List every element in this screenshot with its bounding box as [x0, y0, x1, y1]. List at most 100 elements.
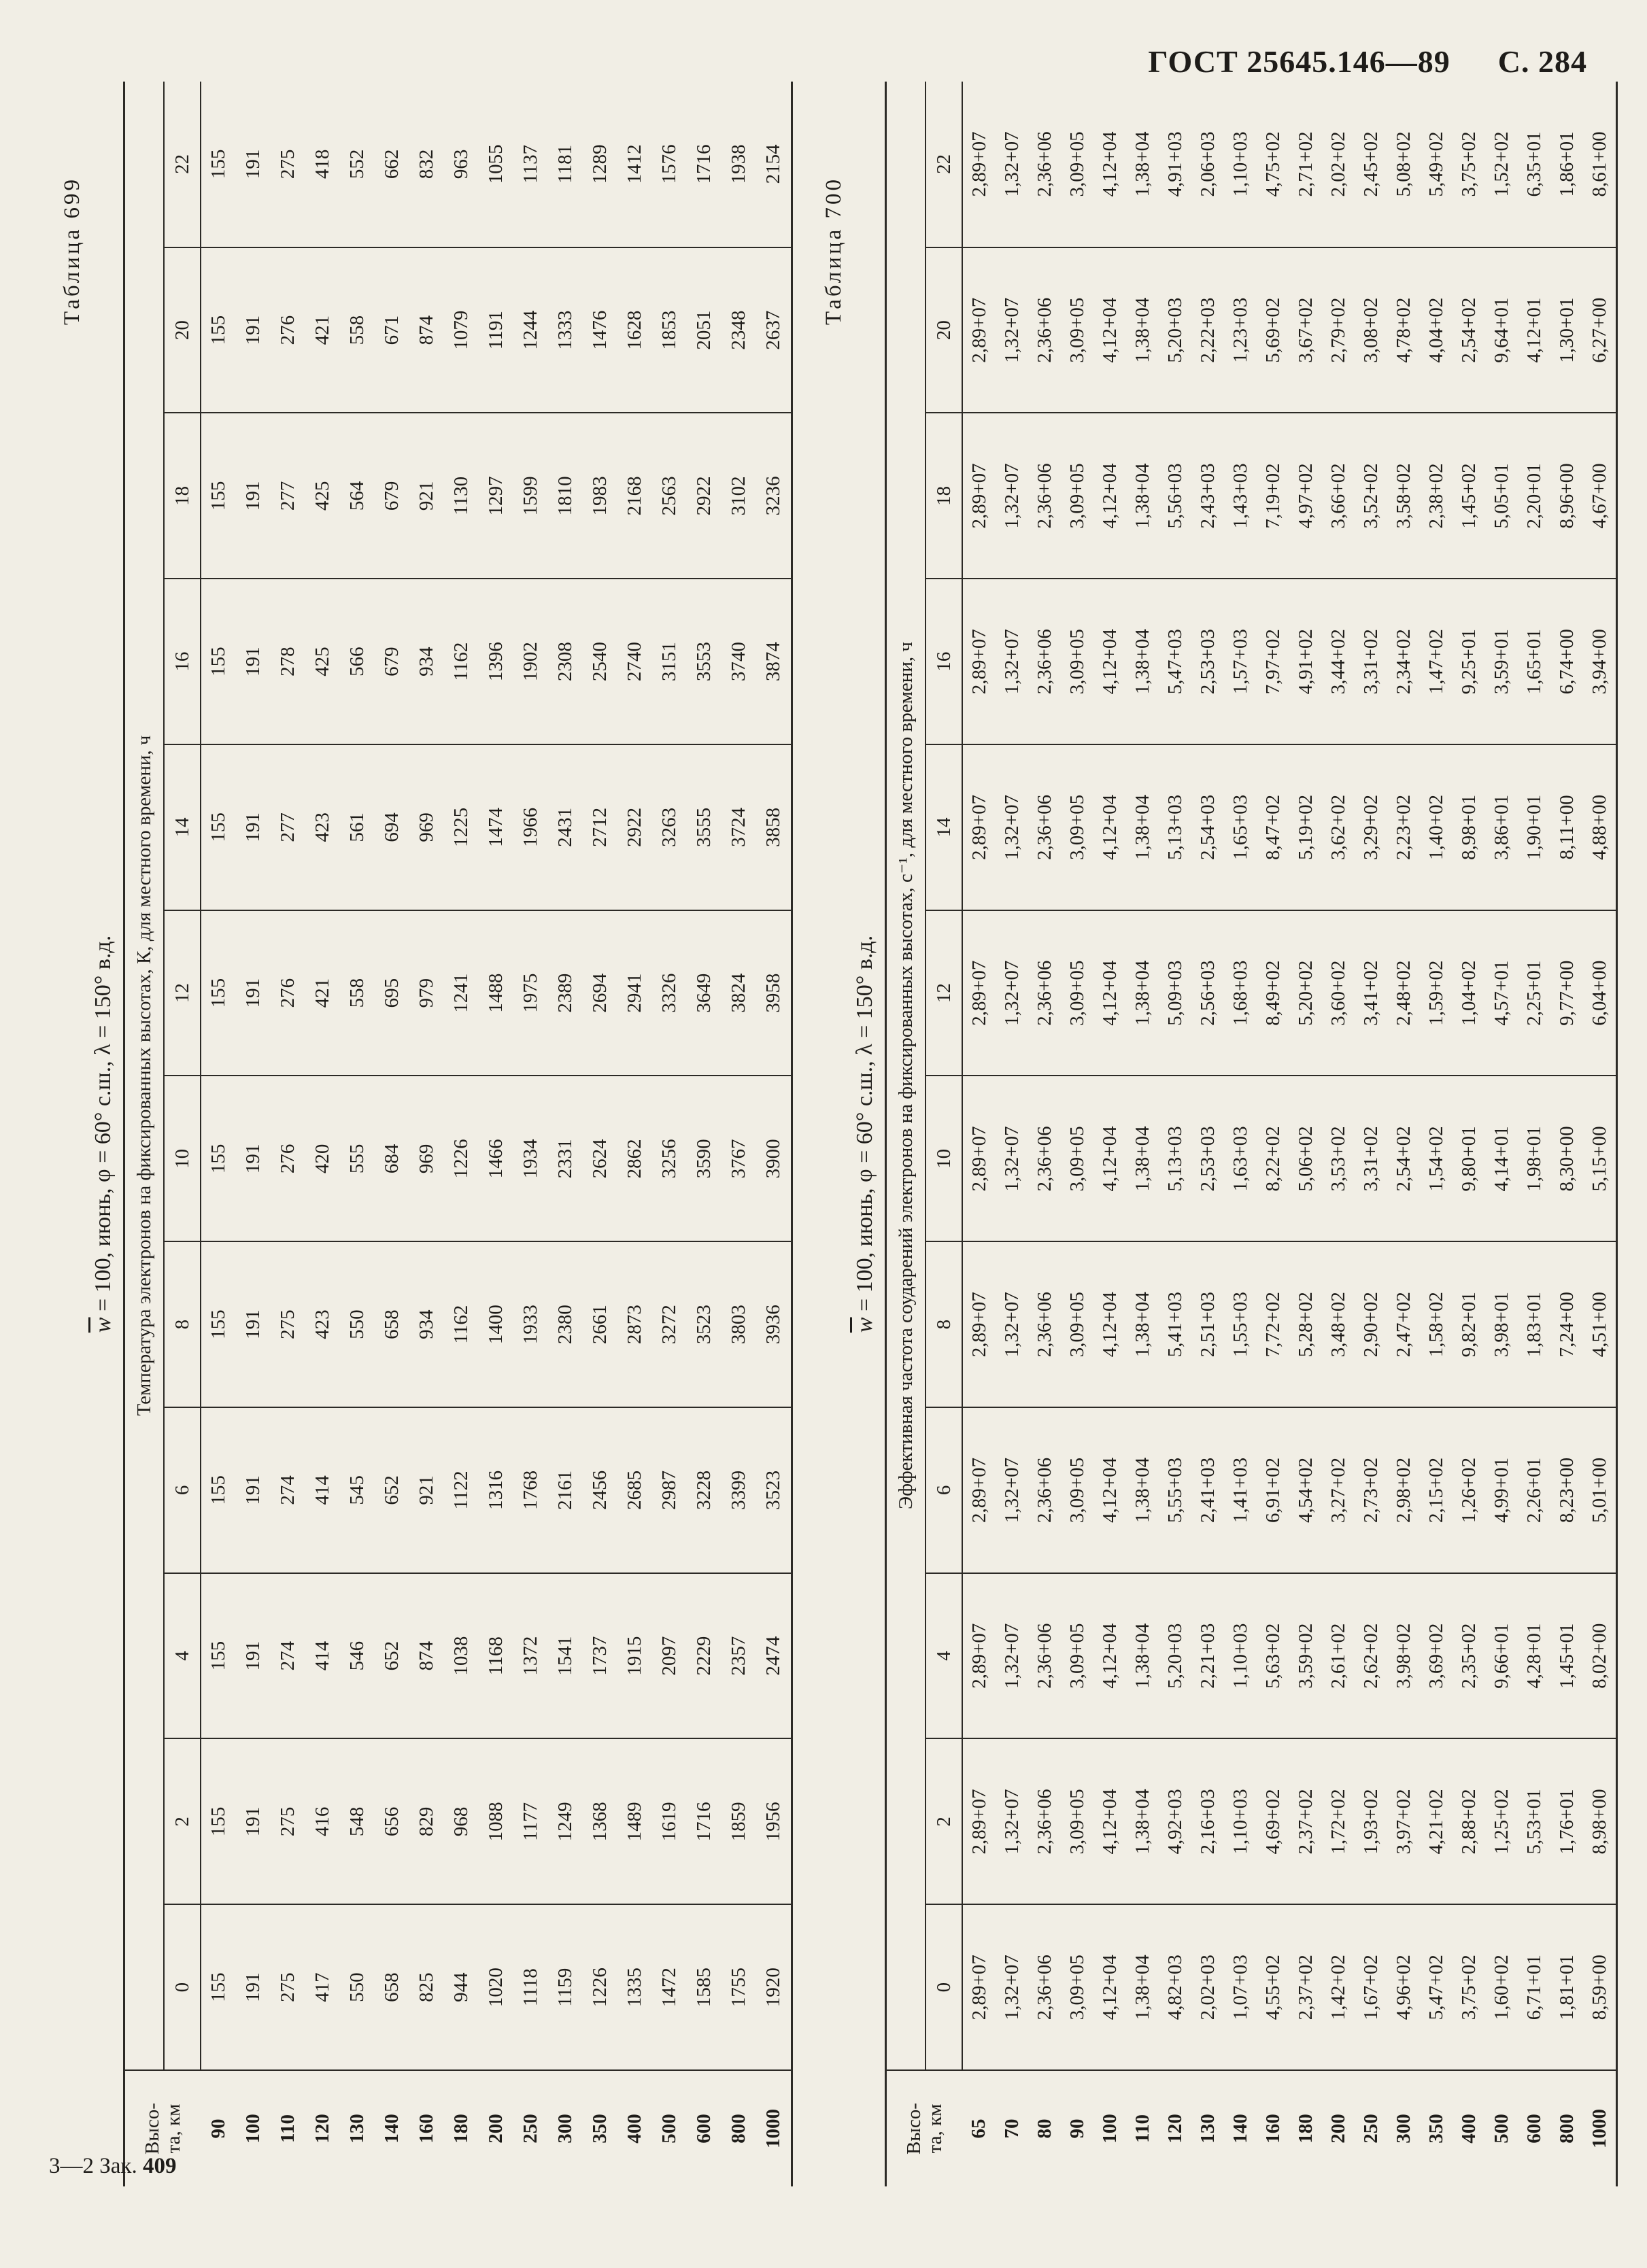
value-cell: 2,89+07	[962, 247, 996, 413]
value-cell: 2,16+03	[1191, 1738, 1224, 1905]
table-row: 600 1585 1716 2229 3228 3523 3590 3649 3555 3553 2…	[687, 82, 721, 2186]
table-row: 120 4,82+03 4,92+03 5,20+03 5,55+03 5,41+03 5,…	[1159, 82, 1191, 2186]
value-cell: 2,54+03	[1191, 744, 1224, 910]
value-cell: 1177	[513, 1738, 548, 1905]
standard-number: ГОСТ 25645.146—89	[1148, 44, 1450, 79]
value-cell: 1628	[617, 247, 652, 413]
height-label: 600	[1518, 2070, 1550, 2186]
value-cell: 968	[444, 1738, 479, 1905]
value-cell: 874	[409, 247, 444, 413]
value-cell: 3,09+05	[1061, 744, 1093, 910]
value-cell: 1412	[617, 82, 652, 247]
value-cell: 2,21+03	[1191, 1573, 1224, 1739]
hour-column-header: 20	[164, 247, 201, 413]
value-cell: 4,54+02	[1289, 1407, 1322, 1573]
value-cell: 1,32+07	[996, 1904, 1028, 2070]
value-cell: 1489	[617, 1738, 652, 1905]
value-cell: 5,49+02	[1420, 82, 1453, 247]
height-label: 1000	[756, 2070, 792, 2186]
value-cell: 191	[236, 82, 271, 247]
height-label: 130	[1191, 2070, 1224, 2186]
value-cell: 5,20+03	[1159, 1573, 1191, 1739]
value-cell: 9,64+01	[1485, 247, 1518, 413]
value-cell: 4,12+04	[1093, 744, 1126, 910]
value-cell: 1599	[513, 413, 548, 579]
value-cell: 3,09+05	[1061, 910, 1093, 1076]
value-cell: 2,89+07	[962, 1904, 996, 2070]
value-cell: 8,22+02	[1257, 1076, 1289, 1242]
value-cell: 191	[236, 1241, 271, 1407]
value-cell: 1122	[444, 1407, 479, 1573]
value-cell: 1,41+03	[1224, 1407, 1257, 1573]
height-label: 180	[444, 2070, 479, 2186]
value-cell: 3,75+02	[1453, 82, 1485, 247]
value-cell: 1,10+03	[1224, 1573, 1257, 1739]
value-cell: 546	[340, 1573, 375, 1739]
value-cell: 1,32+07	[996, 413, 1028, 579]
value-cell: 1,38+04	[1126, 744, 1159, 910]
value-cell: 1,32+07	[996, 1407, 1028, 1573]
value-cell: 9,25+01	[1453, 579, 1485, 744]
table-row: 130 550 548 546 545 550 555 558 561 566 564 558 552	[340, 82, 375, 2186]
value-cell: 1,86+01	[1550, 82, 1583, 247]
value-cell: 191	[236, 579, 271, 744]
value-cell: 2331	[548, 1076, 583, 1242]
value-cell: 2,02+03	[1191, 1904, 1224, 2070]
value-cell: 3,44+02	[1322, 579, 1355, 744]
height-label: 200	[479, 2070, 513, 2186]
value-cell: 2,35+02	[1453, 1573, 1485, 1739]
value-cell: 1,45+02	[1453, 413, 1485, 579]
value-cell: 8,47+02	[1257, 744, 1289, 910]
value-cell: 2,02+02	[1322, 82, 1355, 247]
height-label: 120	[1159, 2070, 1191, 2186]
hour-column-header: 20	[926, 247, 962, 413]
value-cell: 5,01+00	[1583, 1407, 1617, 1573]
table-row: 160 825 829 874 921 934 969 979 969 934 921 874 832	[409, 82, 444, 2186]
value-cell: 155	[201, 82, 236, 247]
value-cell: 1,38+04	[1126, 1904, 1159, 2070]
value-cell: 1079	[444, 247, 479, 413]
value-cell: 558	[340, 910, 375, 1076]
value-cell: 4,51+00	[1583, 1241, 1617, 1407]
value-cell: 1372	[513, 1573, 548, 1739]
value-cell: 5,05+01	[1485, 413, 1518, 579]
value-cell: 3553	[687, 579, 721, 744]
height-label: 160	[409, 2070, 444, 2186]
value-cell: 1933	[513, 1241, 548, 1407]
value-cell: 3151	[652, 579, 687, 744]
value-cell: 4,21+02	[1420, 1738, 1453, 1905]
value-cell: 3824	[721, 910, 756, 1076]
value-cell: 1335	[617, 1904, 652, 2070]
value-cell: 2,36+06	[1028, 910, 1061, 1076]
value-cell: 694	[375, 744, 409, 910]
value-cell: 2712	[583, 744, 617, 910]
height-label: 90	[201, 2070, 236, 2186]
height-label: 300	[548, 2070, 583, 2186]
value-cell: 1226	[583, 1904, 617, 2070]
value-cell: 3399	[721, 1407, 756, 1573]
value-cell: 2,37+02	[1289, 1738, 1322, 1905]
value-cell: 2,54+02	[1387, 1076, 1420, 1242]
value-cell: 4,78+02	[1387, 247, 1420, 413]
height-label: 65	[962, 2070, 996, 2186]
value-cell: 1,32+07	[996, 1738, 1028, 1905]
table-row: 140 658 656 652 652 658 684 695 694 679 679 671 662	[375, 82, 409, 2186]
table-700-title: w = 100, июнь, φ = 60° с.ш., λ = 150° в.…	[852, 82, 878, 2186]
value-cell: 3,69+02	[1420, 1573, 1453, 1739]
table-row: 180 944 968 1038 1122 1162 1226 1241 1225 1162 113…	[444, 82, 479, 2186]
table-row: 160 4,55+02 4,69+02 5,63+02 6,91+02 7,72+02 8,…	[1257, 82, 1289, 2186]
value-cell: 2987	[652, 1407, 687, 1573]
value-cell: 5,13+03	[1159, 1076, 1191, 1242]
value-cell: 832	[409, 82, 444, 247]
value-cell: 1,32+07	[996, 1573, 1028, 1739]
height-label: 110	[1126, 2070, 1159, 2186]
value-cell: 275	[271, 1904, 305, 2070]
value-cell: 2,38+02	[1420, 413, 1453, 579]
table-row: 65 2,89+07 2,89+07 2,89+07 2,89+07 2,89+07 2,8…	[962, 82, 996, 2186]
value-cell: 423	[305, 744, 340, 910]
value-cell: 3,09+05	[1061, 247, 1093, 413]
table-row: 200 1020 1088 1168 1316 1400 1466 1488 1474 1396 1…	[479, 82, 513, 2186]
value-cell: 1619	[652, 1738, 687, 1905]
value-cell: 1,65+01	[1518, 579, 1550, 744]
table-row: 500 1472 1619 2097 2987 3272 3256 3326 3263 3151 2…	[652, 82, 687, 2186]
